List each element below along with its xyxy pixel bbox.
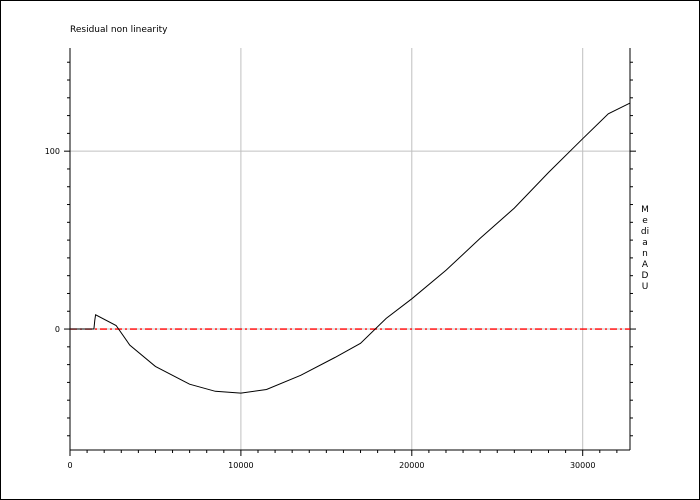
- series-line: [70, 102, 631, 394]
- y-tick-label: 0: [55, 325, 60, 334]
- x-tick-label: 20000: [399, 461, 424, 470]
- x-tick-label: 10000: [228, 461, 253, 470]
- chart-title: Residual non linearity: [70, 25, 168, 35]
- y-axis-label: Median ADU: [640, 205, 651, 292]
- x-tick-label: 30000: [570, 461, 595, 470]
- x-tick-label: 0: [67, 461, 72, 470]
- y-tick-label: 100: [45, 147, 60, 156]
